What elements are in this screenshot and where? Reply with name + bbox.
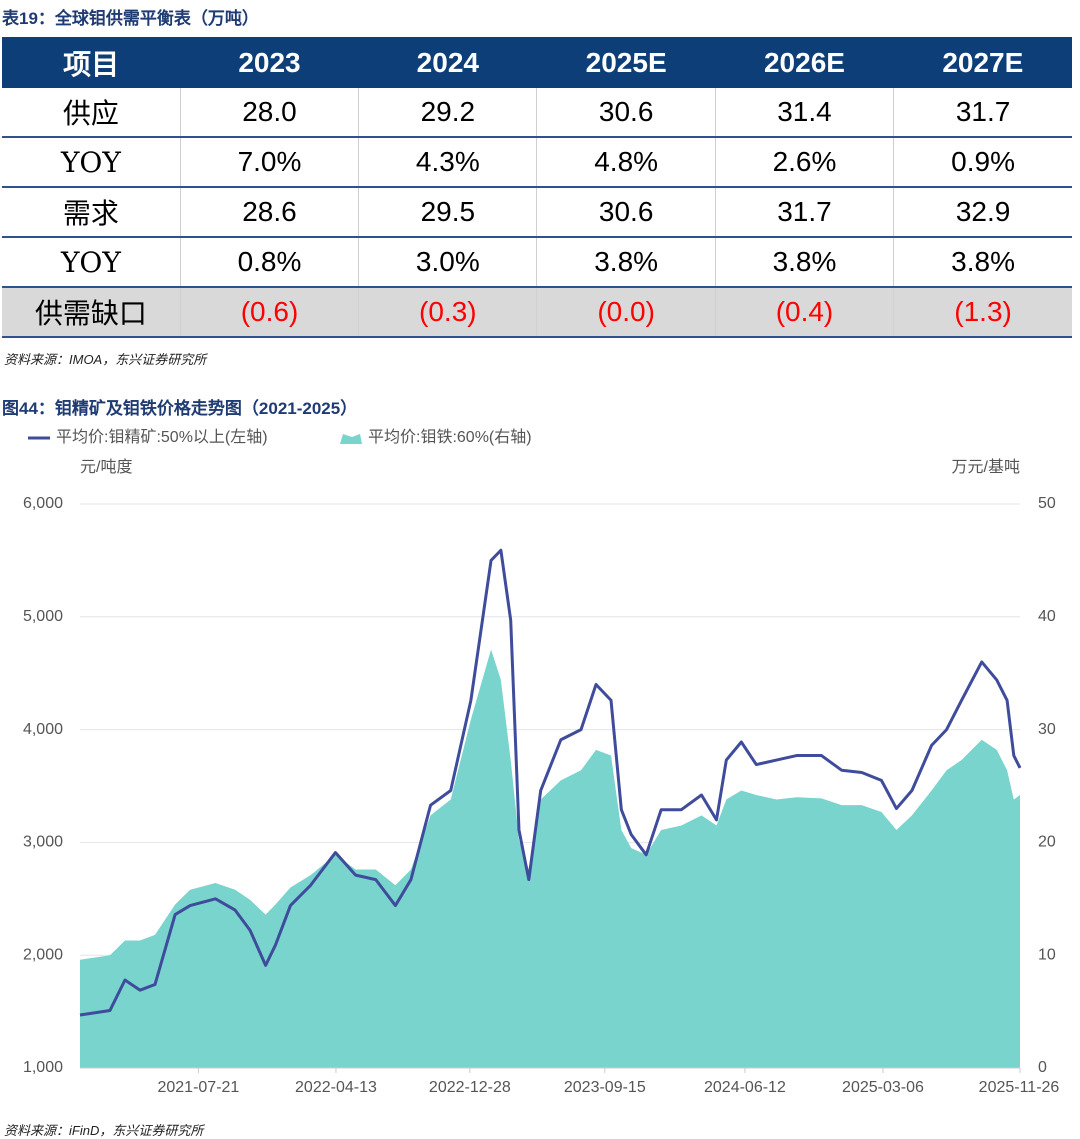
table-cell: 4.8%	[536, 137, 716, 188]
chart-title: 图44：钼精矿及钼铁价格走势图（2021-2025）	[2, 399, 358, 418]
table-cell: 供应	[2, 88, 181, 138]
table-cell: (0.0)	[536, 287, 716, 338]
table-row: YOY 7.0% 4.3% 4.8% 2.6% 0.9%	[2, 137, 1072, 188]
table-cell: 3.0%	[358, 237, 537, 288]
table-cell: 30.6	[536, 88, 716, 138]
y-axis-label: 元/吨度	[80, 458, 132, 476]
table-source: 资料来源：IMOA，东兴证券研究所	[4, 352, 207, 367]
table-cell: 0.9%	[893, 137, 1072, 188]
table-cell: 29.2	[358, 88, 537, 138]
header-cell: 2024	[358, 37, 537, 88]
x-tick-label: 2025-03-06	[842, 1079, 924, 1096]
header-cell: 2026E	[715, 37, 894, 88]
table-cell: 28.0	[179, 88, 359, 138]
x-tick-label: 2023-09-15	[564, 1079, 646, 1096]
y2-tick-label: 20	[1038, 834, 1056, 851]
table-cell: YOY	[2, 237, 181, 288]
area-series	[80, 649, 1020, 1068]
y2-axis-label: 万元/基吨	[952, 458, 1020, 476]
table-cell: 3.8%	[893, 237, 1072, 288]
table-cell: (0.3)	[358, 287, 537, 338]
table-cell: 31.7	[893, 88, 1072, 138]
table-cell: 29.5	[358, 187, 537, 238]
y-tick-label: 4,000	[23, 721, 63, 738]
x-tick-label: 2021-07-21	[157, 1079, 239, 1096]
table-cell: 供需缺口	[2, 287, 181, 338]
table-row: YOY 0.8% 3.0% 3.8% 3.8% 3.8%	[2, 237, 1072, 288]
table-cell: 7.0%	[179, 137, 359, 188]
table-cell: 28.6	[179, 187, 359, 238]
x-tick-label: 2024-06-12	[704, 1079, 786, 1096]
table-cell: 31.7	[714, 187, 894, 238]
table-cell: (0.6)	[179, 287, 359, 338]
y2-tick-label: 0	[1038, 1059, 1047, 1076]
table-cell: (0.4)	[714, 287, 894, 338]
table-row: 供需缺口 (0.6) (0.3) (0.0) (0.4) (1.3)	[2, 287, 1072, 338]
table-cell: YOY	[2, 137, 181, 188]
table-cell: 30.6	[536, 187, 716, 238]
legend-area-swatch	[340, 434, 362, 444]
y2-tick-label: 50	[1038, 495, 1056, 512]
legend-label: 平均价:钼精矿:50%以上(左轴)	[56, 428, 268, 446]
header-cell: 项目	[2, 37, 181, 88]
x-tick-label: 2022-12-28	[429, 1079, 511, 1096]
table-cell: (1.3)	[893, 287, 1072, 338]
table-cell: 需求	[2, 187, 181, 238]
table-cell: 3.8%	[714, 237, 894, 288]
table-body: 供应 28.0 29.2 30.6 31.4 31.7 YOY 7.0% 4.3% 4.8% 2.6…	[2, 88, 1072, 338]
chart: 平均价:钼精矿:50%以上(左轴) 平均价:钼铁:60%(右轴) 元/吨度 万元…	[23, 428, 1060, 1096]
x-tick-label: 2022-04-13	[295, 1079, 377, 1096]
y2-tick-label: 30	[1038, 721, 1056, 738]
header-cell: 2027E	[893, 37, 1072, 88]
chart-source: 资料来源：iFinD，东兴证券研究所	[4, 1123, 204, 1138]
table-cell: 4.3%	[358, 137, 537, 188]
legend-label: 平均价:钼铁:60%(右轴)	[368, 428, 532, 446]
header-cell: 2023	[180, 37, 359, 88]
table-cell: 2.6%	[714, 137, 894, 188]
y-tick-label: 2,000	[23, 946, 63, 963]
table-cell: 3.8%	[536, 237, 716, 288]
y2-tick-label: 40	[1038, 608, 1056, 625]
table-cell: 0.8%	[179, 237, 359, 288]
line-series	[79, 548, 1022, 1017]
y-tick-label: 5,000	[23, 608, 63, 625]
y-tick-label: 1,000	[23, 1059, 63, 1076]
table-cell: 32.9	[893, 187, 1072, 238]
table-cell: 31.4	[714, 88, 894, 138]
y-tick-label: 3,000	[23, 834, 63, 851]
table-row: 需求 28.6 29.5 30.6 31.7 32.9	[2, 187, 1072, 238]
supply-demand-table: 项目 2023 2024 2025E 2026E 2027E 供应 28.0 29.2 30.6 3…	[2, 37, 1072, 338]
y-tick-label: 6,000	[23, 495, 63, 512]
header-cell: 2025E	[536, 37, 716, 88]
x-tick-label: 2025-11-26	[979, 1079, 1060, 1096]
header-row: 项目 2023 2024 2025E 2026E 2027E	[2, 37, 1072, 88]
y2-tick-label: 10	[1038, 946, 1056, 963]
table-row: 供应 28.0 29.2 30.6 31.4 31.7	[2, 88, 1072, 138]
table-title: 表19：全球钼供需平衡表（万吨）	[2, 9, 259, 28]
